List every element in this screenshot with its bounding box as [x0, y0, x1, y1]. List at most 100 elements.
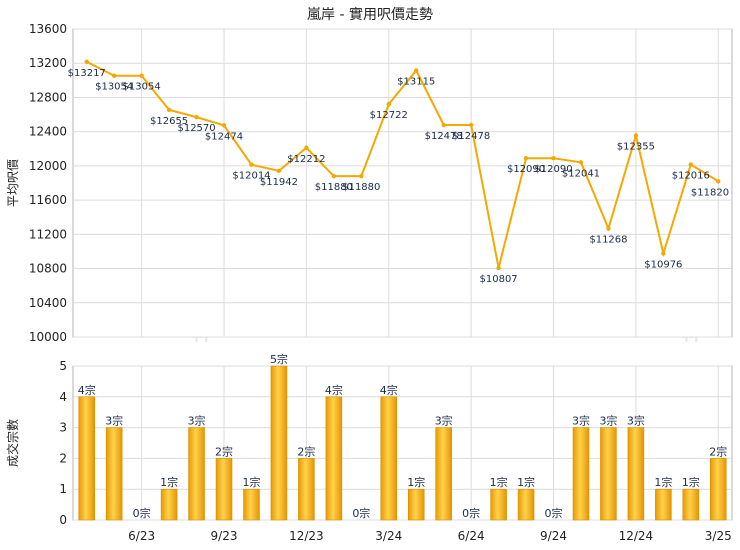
price-series-line — [86, 60, 719, 269]
y-tick-label: 3 — [59, 421, 67, 435]
x-tick-label: 6/24 — [458, 529, 485, 543]
price-data-label: $12041 — [562, 168, 600, 179]
volume-data-label: 1宗 — [654, 475, 672, 489]
volume-bar — [407, 488, 425, 521]
volume-bar — [380, 396, 398, 521]
y-axis-label-price: 平均呎價 — [6, 159, 20, 207]
y-tick-label: 12400 — [29, 125, 67, 139]
volume-bar — [490, 488, 507, 521]
y-tick-label: 11600 — [29, 193, 67, 207]
volume-bar — [655, 488, 672, 521]
price-point — [84, 59, 89, 64]
volume-bar — [710, 458, 727, 521]
price-data-label: $12478 — [425, 131, 463, 142]
volume-data-label: 1宗 — [407, 475, 425, 489]
price-data-label: $12474 — [205, 131, 243, 142]
price-point — [496, 265, 501, 271]
price-point — [661, 251, 666, 256]
price-point — [304, 145, 309, 150]
volume-bar — [160, 488, 178, 521]
y-tick-label: 4 — [59, 390, 67, 404]
volume-data-label: 3宗 — [599, 414, 617, 428]
chart-title: 嵐岸 - 實用呎價走勢 — [307, 6, 433, 23]
price-data-label: $12722 — [370, 110, 408, 121]
price-data-label: $12014 — [232, 171, 270, 182]
y-tick-label: 10000 — [29, 330, 67, 344]
price-point — [359, 173, 364, 179]
price-data-label: $12016 — [672, 171, 710, 182]
y-tick-label: 1 — [59, 482, 67, 496]
price-data-label: $11942 — [260, 177, 298, 188]
price-point — [166, 107, 172, 113]
price-point — [523, 155, 529, 161]
x-tick-label: 12/23 — [289, 529, 324, 543]
y-axis-label-count: 成交宗數 — [5, 419, 20, 467]
volume-bar — [78, 396, 95, 521]
y-tick-label: 12800 — [29, 90, 67, 104]
volume-data-label: 3宗 — [572, 414, 590, 428]
volume-data-label: 0宗 — [545, 506, 563, 520]
price-data-label: $10976 — [644, 259, 682, 270]
volume-data-label: 1宗 — [242, 475, 260, 489]
x-tick-label: 9/23 — [211, 529, 238, 543]
y-tick-label: 12000 — [29, 159, 67, 173]
volume-data-label: 0宗 — [352, 506, 370, 520]
price-data-label: $11820 — [691, 187, 729, 198]
price-point — [139, 73, 144, 78]
price-point — [221, 123, 227, 128]
price-point — [468, 122, 474, 128]
volume-bar — [600, 427, 617, 521]
y-tick-label: 10400 — [29, 296, 67, 310]
price-point — [551, 155, 556, 161]
price-point — [633, 133, 639, 138]
volume-data-label: 2宗 — [297, 444, 315, 458]
price-data-label: $11880 — [342, 182, 380, 193]
price-point — [606, 226, 611, 231]
y-tick-label: 10800 — [29, 262, 67, 276]
price-data-label: $11880 — [315, 182, 353, 193]
volume-bar-chart: 0 1 2 3 4 5 成交宗數 4宗 3宗 0宗 1宗 3宗 2宗 1宗 5宗 2宗 4宗 0宗 4宗 1宗 3宗 0宗… — [5, 352, 733, 543]
volume-data-label: 2宗 — [709, 444, 727, 458]
y-tick-label: 0 — [59, 513, 67, 527]
price-point — [249, 162, 254, 167]
volume-bar — [105, 427, 123, 521]
price-data-label: $12090 — [534, 164, 572, 175]
price-data-label: $13217 — [68, 68, 106, 79]
x-tick-label: 12/24 — [619, 529, 654, 543]
price-data-label: $12478 — [452, 131, 490, 142]
price-data-label: $11268 — [589, 235, 627, 246]
volume-bar — [270, 365, 288, 521]
volume-bar — [572, 427, 590, 521]
y-tick-label: 11200 — [29, 227, 67, 241]
price-point — [386, 101, 391, 107]
volume-bar — [243, 488, 260, 521]
volume-bar — [627, 427, 645, 521]
volume-data-label: 4宗 — [78, 383, 96, 397]
price-point — [414, 68, 419, 73]
price-data-label: $12655 — [150, 116, 188, 127]
x-tick-label: 3/25 — [705, 529, 732, 543]
volume-bar — [298, 458, 315, 521]
price-data-label: $13054 — [95, 82, 133, 93]
volume-data-label: 4宗 — [380, 383, 398, 397]
y-tick-label: 2 — [59, 451, 67, 465]
volume-data-label: 1宗 — [682, 475, 700, 489]
volume-bar — [325, 396, 343, 521]
x-tick-label: 3/24 — [375, 529, 402, 543]
volume-data-label: 0宗 — [462, 506, 480, 520]
y-tick-label: 5 — [59, 359, 67, 373]
volume-data-label: 1宗 — [160, 475, 178, 489]
price-data-label: $12355 — [617, 142, 655, 153]
y-tick-label: 13200 — [29, 56, 67, 70]
volume-bar — [435, 427, 452, 521]
price-point — [716, 179, 721, 184]
price-data-label: $12090 — [507, 164, 545, 175]
y-tick-label: 13600 — [29, 22, 67, 36]
volume-bar — [188, 427, 205, 521]
volume-bar — [215, 458, 233, 521]
price-point — [441, 122, 446, 128]
x-tick-label: 9/24 — [540, 529, 567, 543]
volume-data-label: 3宗 — [188, 414, 206, 428]
volume-data-label: 3宗 — [105, 414, 123, 428]
